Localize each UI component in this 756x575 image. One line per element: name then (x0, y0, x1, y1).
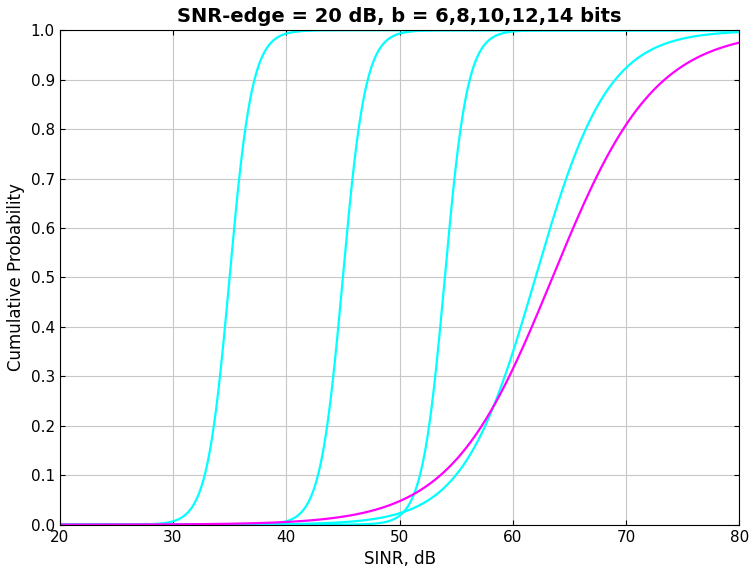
Y-axis label: Cumulative Probability: Cumulative Probability (7, 183, 25, 371)
X-axis label: SINR, dB: SINR, dB (364, 550, 435, 568)
Title: SNR-edge = 20 dB, b = 6,8,10,12,14 bits: SNR-edge = 20 dB, b = 6,8,10,12,14 bits (177, 7, 621, 26)
